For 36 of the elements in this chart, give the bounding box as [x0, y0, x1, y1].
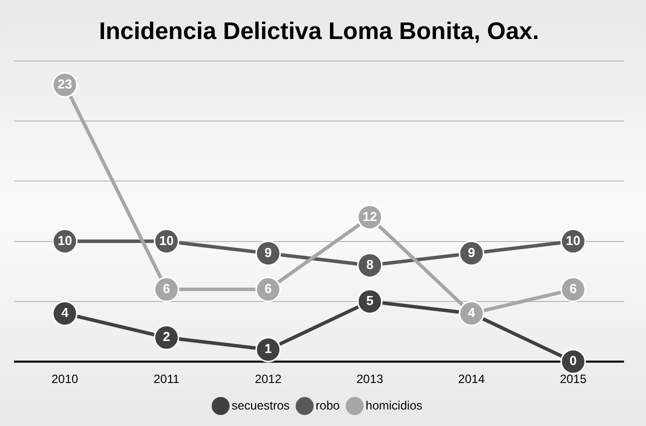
- data-label: 10: [58, 232, 72, 248]
- data-label: 23: [58, 76, 72, 92]
- data-label: 6: [264, 280, 272, 296]
- data-label: 9: [468, 244, 476, 260]
- point: [255, 336, 281, 362]
- x-tick-label: 2015: [560, 372, 587, 386]
- point: [52, 300, 78, 326]
- data-label: 12: [362, 208, 378, 224]
- data-label: 6: [162, 280, 170, 296]
- data-label: 4: [61, 305, 70, 320]
- x-tick-label: 2013: [356, 372, 384, 386]
- legend-label: robo: [316, 398, 340, 412]
- data-label: 10: [159, 232, 174, 248]
- point: [255, 276, 281, 302]
- point: [357, 252, 383, 278]
- point: [255, 240, 281, 266]
- point: [560, 348, 586, 374]
- data-label: 6: [570, 280, 577, 296]
- data-label: 8: [366, 256, 374, 272]
- point: [357, 288, 383, 314]
- data-label: 10: [566, 232, 580, 248]
- data-label: 0: [570, 353, 577, 368]
- data-label: 1: [264, 341, 272, 356]
- data-label: 2: [162, 329, 170, 344]
- data-label: 4: [468, 305, 476, 320]
- x-tick-label: 2010: [51, 372, 79, 386]
- legend-label: secuestros: [232, 398, 290, 412]
- x-tick-label: 2012: [254, 372, 282, 386]
- point: [560, 276, 586, 302]
- point: [154, 324, 180, 350]
- data-label: 9: [264, 244, 272, 260]
- legend-label: homicidios: [366, 398, 422, 412]
- chart-title: Incidencia Delictiva Loma Bonita, Oax.: [98, 18, 540, 46]
- data-label: 5: [366, 293, 374, 308]
- x-tick-label: 2011: [154, 372, 180, 386]
- x-tick-label: 2014: [458, 372, 486, 386]
